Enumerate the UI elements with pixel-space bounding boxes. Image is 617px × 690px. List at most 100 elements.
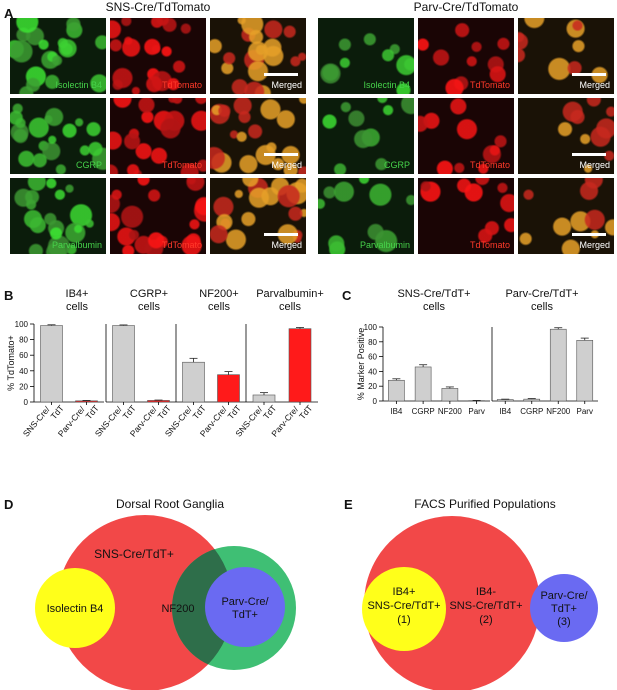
- c-title-parv: Parv-Cre/TdT+ cells: [505, 288, 579, 313]
- b-title-cgrp: CGRP+ cells: [129, 288, 169, 313]
- bar: [576, 340, 594, 402]
- micrograph-parv-1-green: Isolectin B4: [318, 18, 414, 94]
- y-tick-label: 40: [368, 367, 377, 376]
- micrograph-sns-2-green: CGRP: [10, 98, 106, 174]
- micrograph-parv-3-green: Parvalbumin: [318, 178, 414, 254]
- y-tick-label: 0: [24, 398, 29, 407]
- venn-nf200-label: NF200: [161, 603, 194, 615]
- micrograph-label: Merged: [271, 160, 302, 170]
- bar: [182, 361, 205, 403]
- y-tick-label: 100: [15, 320, 29, 329]
- x-category-label-line2: TdT: [120, 403, 137, 421]
- micrograph-parv-2-merged: Merged: [518, 98, 614, 174]
- x-category-label: CGRP: [412, 407, 435, 416]
- venn-ib4-circle: [35, 568, 115, 648]
- y-tick-label: 60: [19, 351, 28, 360]
- pop1-label-3: (1): [397, 614, 410, 626]
- micrograph-sns-3-red: TdTomato: [110, 178, 206, 254]
- micrograph-label: CGRP: [75, 160, 102, 170]
- scale-bar: [572, 233, 606, 236]
- x-category-label-line2: TdT: [48, 403, 65, 421]
- bar: [40, 325, 63, 403]
- micrograph-label: TdTomato: [161, 80, 202, 90]
- micrograph-label: Merged: [579, 80, 610, 90]
- micrograph-parv-2-red: TdTomato: [418, 98, 514, 174]
- bar: [414, 366, 432, 402]
- y-tick-label: 80: [368, 338, 377, 347]
- micrograph-parv-1-merged: Merged: [518, 18, 614, 94]
- x-category-label-line2: TdT: [190, 403, 207, 421]
- panel-letter-c: C: [342, 288, 352, 303]
- micrograph-label: Merged: [579, 240, 610, 250]
- micrograph-label: TdTomato: [469, 80, 510, 90]
- panel-letter-a: A: [4, 6, 14, 21]
- y-tick-label: 100: [364, 323, 378, 332]
- pop3-label-3: (3): [557, 616, 570, 628]
- pop1-circle: [362, 567, 446, 651]
- x-category-label-line2: TdT: [261, 403, 278, 421]
- x-category-label: SNS-Cre/TdT: [163, 397, 208, 445]
- micrograph-parv-1-red: TdTomato: [418, 18, 514, 94]
- micrograph-label: Isolectin B4: [363, 80, 410, 90]
- bar: [496, 399, 514, 402]
- x-category-label: Parv: [468, 407, 484, 416]
- bar: [147, 400, 170, 403]
- micrograph-parv-3-merged: Merged: [518, 178, 614, 254]
- micrograph-label: TdTomato: [469, 240, 510, 250]
- pop2-label-2: SNS-Cre/TdT+: [449, 600, 522, 612]
- group-title-parv: Parv-Cre/TdTomato: [413, 0, 519, 14]
- x-category-label: Parv-Cre/TdT: [56, 397, 101, 445]
- pop2-label-1: IB4-: [476, 586, 497, 598]
- micrograph-label: Parvalbumin: [51, 240, 102, 250]
- scale-bar: [572, 153, 606, 156]
- bar: [217, 374, 240, 403]
- bar: [549, 328, 567, 402]
- bar: [75, 400, 98, 403]
- x-category-label: NF200: [438, 407, 463, 416]
- x-category-label: SNS-Cre/TdT: [93, 397, 138, 445]
- micrograph-sns-2-merged: Merged: [210, 98, 306, 174]
- bar: [112, 325, 135, 403]
- micrograph-label: TdTomato: [469, 160, 510, 170]
- micrograph-sns-1-merged: Merged: [210, 18, 306, 94]
- x-category-label: IB4: [390, 407, 403, 416]
- pop2-label-3: (2): [479, 614, 492, 626]
- scale-bar: [264, 233, 298, 236]
- x-category-label: IB4: [499, 407, 512, 416]
- micrograph-sns-2-red: TdTomato: [110, 98, 206, 174]
- x-category-label-line2: TdT: [155, 403, 172, 421]
- micrograph-parv-3-red: TdTomato: [418, 178, 514, 254]
- micrograph-label: TdTomato: [161, 160, 202, 170]
- c-title-sns: SNS-Cre/TdT+ cells: [397, 288, 471, 313]
- pop1-label-1: IB4+: [393, 586, 416, 598]
- venn-parv-label-1: Parv-Cre/: [221, 596, 269, 608]
- bar: [288, 328, 312, 403]
- micrograph-label: Parvalbumin: [359, 240, 410, 250]
- venn-sns-label: SNS-Cre/TdT+: [94, 547, 174, 561]
- bar: [252, 394, 276, 403]
- venn-parv-label-2: TdT+: [232, 609, 258, 621]
- panel-letter-d: D: [4, 497, 14, 512]
- b-title-parvalbumin: Parvalbumin+ cells: [256, 288, 324, 313]
- venn-ib4-label: Isolectin B4: [47, 603, 104, 615]
- x-category-label: Parv-Cre/TdT: [128, 397, 173, 445]
- group-title-sns: SNS-Cre/TdTomato: [105, 0, 211, 14]
- y-axis-label: % TdTomato+: [6, 335, 16, 391]
- y-tick-label: 60: [368, 353, 377, 362]
- venn-d-title: Dorsal Root Ganglia: [115, 497, 225, 511]
- y-axis-label: % Marker Positive: [356, 328, 366, 401]
- y-tick-label: 20: [368, 382, 377, 391]
- x-category-label-line1: SNS-Cre/: [21, 404, 52, 439]
- y-tick-label: 0: [373, 397, 378, 406]
- y-tick-label: 20: [19, 382, 28, 391]
- micrograph-label: CGRP: [383, 160, 410, 170]
- micrograph-label: Merged: [579, 160, 610, 170]
- bar: [388, 379, 405, 402]
- x-category-label-line2: TdT: [297, 403, 314, 421]
- micrograph-label: TdTomato: [161, 240, 202, 250]
- scale-bar: [264, 153, 298, 156]
- x-category-label: NF200: [546, 407, 571, 416]
- micrograph-label: Merged: [271, 240, 302, 250]
- micrograph-sns-1-red: TdTomato: [110, 18, 206, 94]
